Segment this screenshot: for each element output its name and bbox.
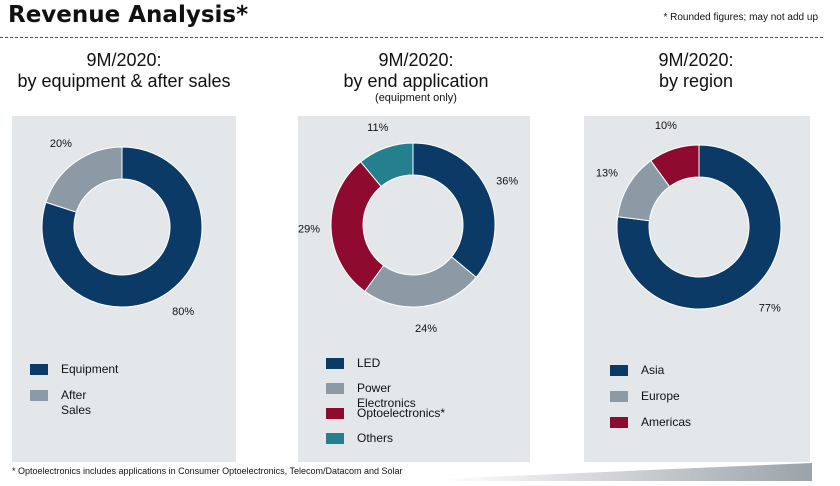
legend-swatch: [326, 383, 344, 394]
chart-title: 9M/2020: by end application: [343, 50, 489, 91]
page-title: Revenue Analysis*: [8, 2, 249, 28]
legend-label: Power Electronics: [357, 381, 416, 410]
chart-heading-equipment: 9M/2020: by equipment & after sales: [8, 50, 240, 92]
legend-swatch: [326, 433, 344, 444]
legend-swatch: [30, 390, 48, 401]
legend-swatch: [30, 364, 48, 375]
chart-panel-region: 77% 13% 10% Asia Europe Americas: [584, 116, 810, 462]
slice-led: [412, 142, 496, 278]
chart-heading-region: 9M/2020: by region: [580, 50, 812, 92]
data-label: 36%: [496, 176, 518, 188]
legend-label: Others: [357, 431, 394, 445]
legend-label: LED: [357, 356, 381, 370]
legend-swatch: [326, 408, 344, 419]
slice-optoelectronics: [330, 161, 385, 293]
chart-panel-application: 36% 24% 29% 11% LED Power Electronics Optoele…: [298, 116, 530, 462]
chart-panel-equipment: 80% 20% Equipment After Sales: [12, 116, 236, 462]
slice-equipment: [41, 146, 203, 308]
legend-swatch: [326, 358, 344, 369]
legend-swatch: [610, 391, 628, 402]
chart-heading-application: 9M/2020: by end application (equipment o…: [300, 50, 532, 104]
legend-label: Asia: [641, 363, 665, 377]
donut-chart-region: 77% 13% 10%: [596, 120, 782, 314]
donut-chart-equipment: 80% 20%: [41, 138, 203, 318]
data-label: 11%: [367, 122, 388, 134]
data-label: 13%: [596, 168, 618, 180]
legend-label: Optoelectronics*: [357, 406, 446, 420]
rounding-note: * Rounded figures; may not add up: [663, 12, 818, 23]
chart-title: 9M/2020: by equipment & after sales: [17, 50, 231, 91]
legend-label: Equipment: [61, 362, 119, 376]
footnote: * Optoelectronics includes applications …: [12, 466, 403, 476]
legend-label: After Sales: [61, 388, 92, 417]
title-divider: [0, 37, 823, 38]
data-label: 10%: [655, 120, 677, 132]
donut-chart-application: 36% 24% 29% 11%: [298, 122, 518, 335]
chart-subtitle: (equipment only): [375, 92, 457, 104]
data-label: 24%: [415, 323, 437, 335]
chart-title: 9M/2020: by region: [658, 50, 734, 91]
legend-label: Europe: [641, 389, 680, 403]
slice-asia: [616, 144, 782, 310]
slice-americas: [650, 144, 700, 188]
data-label: 80%: [172, 306, 194, 318]
footer-bar: [440, 463, 812, 481]
slice-after-sales: [45, 146, 123, 213]
data-label: 77%: [759, 302, 781, 314]
legend-swatch: [610, 417, 628, 428]
slice-others: [360, 142, 414, 188]
data-label: 20%: [50, 138, 72, 150]
data-label: 29%: [298, 223, 320, 235]
legend-label: Americas: [641, 415, 692, 429]
legend-swatch: [610, 365, 628, 376]
